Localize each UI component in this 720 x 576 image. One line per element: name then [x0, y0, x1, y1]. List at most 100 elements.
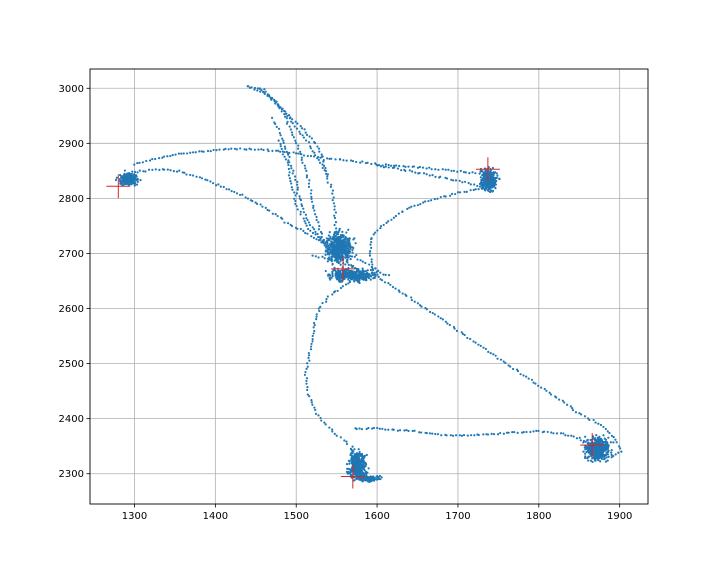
x-tick-label: 1600 [364, 511, 389, 522]
trajectory-point [597, 458, 600, 461]
trajectory-point [374, 267, 377, 270]
trajectory-point [431, 174, 434, 177]
trajectory-point [371, 427, 374, 430]
trajectory-point [294, 139, 297, 142]
trajectory-point [310, 399, 313, 402]
trajectory-point [505, 431, 509, 434]
trajectory-point [284, 158, 287, 161]
trajectory-point [319, 230, 323, 234]
trajectory-point [433, 313, 436, 316]
trajectory-point [291, 118, 294, 121]
trajectory-point [376, 229, 379, 232]
trajectory-point [372, 233, 375, 236]
trajectory-point [317, 155, 320, 159]
trajectory-point [507, 364, 510, 367]
trajectory-point [306, 388, 309, 392]
trajectory-point [253, 148, 256, 151]
trajectory-point [602, 442, 605, 445]
trajectory-point [311, 226, 314, 229]
trajectory-point [335, 434, 338, 437]
trajectory-point [472, 340, 475, 343]
trajectory-point [308, 179, 311, 182]
trajectory-point [437, 168, 440, 171]
trajectory-point [296, 147, 300, 150]
trajectory-point [306, 362, 309, 365]
trajectory-point [353, 255, 356, 258]
trajectory-point [410, 205, 413, 208]
trajectory-point [320, 153, 323, 156]
x-tick-label: 1700 [445, 511, 470, 522]
trajectory-point [401, 210, 404, 213]
trajectory-point [403, 429, 406, 432]
trajectory-point [275, 125, 278, 128]
trajectory-point [200, 177, 204, 180]
trajectory-point [365, 470, 368, 473]
trajectory-point [379, 478, 382, 481]
trajectory-point [328, 157, 331, 160]
trajectory-point [361, 160, 364, 163]
trajectory-point [279, 142, 282, 146]
trajectory-point [584, 440, 587, 443]
trajectory-point [454, 179, 458, 182]
trajectory-point [326, 241, 329, 245]
trajectory-point [594, 459, 597, 462]
trajectory-point [324, 169, 328, 173]
trajectory-point [198, 150, 201, 153]
trajectory-point [338, 254, 341, 257]
trajectory-point [332, 196, 335, 199]
trajectory-point [142, 170, 145, 173]
trajectory-point [494, 187, 497, 190]
trajectory-point [371, 263, 374, 266]
trajectory-point [215, 149, 218, 152]
trajectory-point [294, 199, 297, 203]
trajectory-point [370, 265, 373, 269]
trajectory-point [311, 338, 314, 341]
trajectory-point [257, 148, 260, 151]
trajectory-point [145, 159, 148, 163]
trajectory-point [492, 185, 495, 188]
trajectory-point [348, 242, 351, 245]
trajectory-point [286, 120, 289, 123]
trajectory-point [488, 171, 491, 174]
trajectory-point [358, 460, 361, 463]
trajectory-point [299, 198, 303, 202]
trajectory-point [135, 175, 138, 178]
trajectory-point [129, 181, 132, 185]
trajectory-point [335, 258, 338, 261]
trajectory-point [594, 421, 597, 424]
trajectory-point [478, 172, 481, 175]
trajectory-point [491, 176, 494, 179]
trajectory-point [610, 456, 613, 459]
trajectory-point [310, 137, 313, 140]
trajectory-point [532, 381, 535, 384]
trajectory-point [353, 270, 356, 273]
trajectory-point [342, 159, 345, 162]
trajectory-point [354, 242, 357, 245]
trajectory-point [312, 236, 316, 239]
trajectory-point [298, 195, 301, 198]
trajectory-point [431, 311, 434, 315]
trajectory-point [479, 176, 482, 179]
trajectory-point [314, 233, 317, 236]
trajectory-point [163, 168, 166, 171]
trajectory-point [532, 430, 535, 433]
trajectory-point [324, 253, 327, 256]
trajectory-point [504, 361, 507, 364]
trajectory-point [368, 252, 371, 255]
trajectory-point [119, 177, 123, 180]
trajectory-point [320, 235, 323, 239]
trajectory-point [278, 105, 281, 109]
trajectory-point [249, 148, 253, 151]
trajectory-point [344, 256, 347, 259]
trajectory-point [293, 197, 296, 200]
trajectory-point [418, 165, 421, 169]
trajectory-point [299, 227, 302, 231]
trajectory-point [262, 148, 265, 152]
trajectory-point [428, 432, 432, 435]
trajectory-point [335, 227, 338, 230]
trajectory-point [336, 252, 339, 256]
trajectory-point [348, 462, 351, 465]
trajectory-point [327, 244, 330, 247]
trajectory-point [319, 156, 322, 159]
trajectory-point [333, 248, 336, 252]
